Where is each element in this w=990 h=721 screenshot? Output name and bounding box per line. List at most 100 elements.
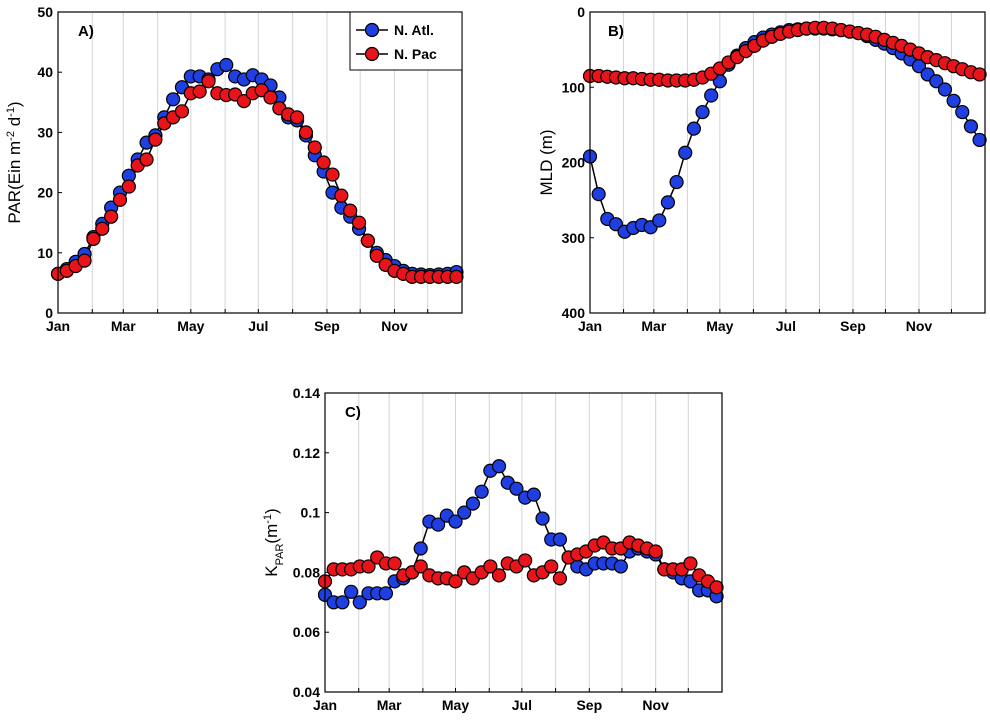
marker [236, 93, 252, 109]
marker [351, 215, 367, 230]
marker [552, 571, 568, 586]
marker [955, 104, 970, 120]
plot-frame [324, 392, 723, 693]
x-tick-label: Mar [377, 697, 402, 713]
panel-label: B) [608, 23, 624, 40]
plot-frame [57, 11, 463, 314]
x-tick-label: May [177, 318, 204, 334]
marker [263, 90, 278, 105]
x-tick-label: Jul [512, 697, 532, 713]
legend-label: N. Atl. [394, 22, 434, 38]
marker [343, 203, 358, 218]
legend-box [349, 11, 463, 71]
marker [669, 174, 684, 190]
marker [166, 92, 181, 107]
x-tick-label: Jul [776, 318, 796, 334]
y-tick-label: 20 [37, 185, 53, 201]
y-axis-label: MLD (m) [537, 129, 556, 195]
y-tick-label: 0.14 [293, 385, 320, 401]
legend-marker [364, 46, 380, 62]
marker [552, 532, 568, 547]
marker [201, 74, 216, 89]
legend-marker [364, 22, 380, 38]
marker [937, 82, 953, 97]
y-tick-label: 0.06 [293, 624, 320, 640]
y-tick-label: 0.12 [293, 445, 320, 461]
marker [344, 584, 359, 599]
marker [704, 88, 719, 103]
marker [448, 574, 463, 589]
marker [535, 511, 550, 526]
x-tick-label: Mar [111, 318, 136, 334]
marker [316, 155, 331, 170]
marker [77, 253, 92, 268]
marker [289, 110, 305, 125]
x-tick-label: Jul [248, 318, 268, 334]
marker [929, 74, 944, 89]
y-axis-label-part: PAR(Ein m [5, 141, 24, 224]
x-tick-label: Jan [313, 697, 337, 713]
marker [112, 192, 128, 207]
y-axis-label-part: ) [262, 508, 281, 514]
y-axis-label-part: K [262, 565, 281, 577]
marker [307, 140, 322, 155]
y-axis-label-part: ) [5, 101, 24, 107]
marker [660, 195, 676, 210]
marker [709, 580, 724, 595]
y-tick-label: 30 [37, 124, 53, 140]
marker [544, 559, 559, 574]
y-tick-label: 0.1 [301, 505, 321, 521]
y-tick-label: 0.04 [293, 684, 320, 700]
y-tick-label: 100 [562, 79, 586, 95]
marker [335, 595, 350, 610]
marker [104, 209, 119, 224]
marker [526, 487, 541, 502]
marker [298, 125, 314, 140]
marker [360, 233, 376, 248]
marker [678, 145, 693, 160]
y-axis-label-part: -1 [262, 514, 274, 524]
marker [972, 132, 987, 148]
y-axis-label-part: MLD (m) [537, 129, 556, 195]
marker [219, 57, 234, 73]
plot-frame [589, 11, 986, 314]
x-tick-label: May [706, 318, 733, 334]
x-tick-label: Sep [576, 697, 602, 713]
y-tick-label: 0 [45, 305, 53, 321]
y-tick-label: 10 [37, 245, 53, 261]
marker [491, 459, 507, 474]
x-tick-label: Jan [46, 318, 70, 334]
legend-label: N. Pac [394, 46, 437, 62]
y-axis-label-part: -2 [5, 131, 17, 141]
marker [174, 104, 190, 119]
x-tick-label: May [442, 697, 469, 713]
x-tick-label: Sep [314, 318, 340, 334]
marker [518, 553, 533, 568]
y-tick-label: 50 [37, 4, 53, 20]
marker [483, 559, 498, 574]
y-axis-label-part: d [5, 117, 24, 131]
y-tick-label: 0.08 [293, 564, 320, 580]
x-tick-label: Sep [840, 318, 866, 334]
y-tick-label: 300 [562, 230, 586, 246]
marker [86, 231, 101, 247]
marker [686, 121, 701, 136]
marker [683, 556, 698, 571]
marker [431, 517, 446, 532]
marker [448, 514, 463, 529]
x-tick-label: Mar [641, 318, 666, 334]
marker [591, 187, 606, 202]
y-tick-label: 400 [562, 305, 586, 321]
marker [413, 541, 428, 556]
x-tick-label: Nov [381, 318, 408, 334]
marker [457, 505, 472, 520]
marker [413, 559, 428, 574]
x-tick-label: Nov [906, 318, 933, 334]
marker [334, 188, 349, 203]
marker [449, 269, 464, 284]
marker [465, 496, 481, 511]
marker [121, 179, 136, 194]
marker [95, 221, 110, 236]
y-tick-label: 0 [577, 4, 585, 20]
